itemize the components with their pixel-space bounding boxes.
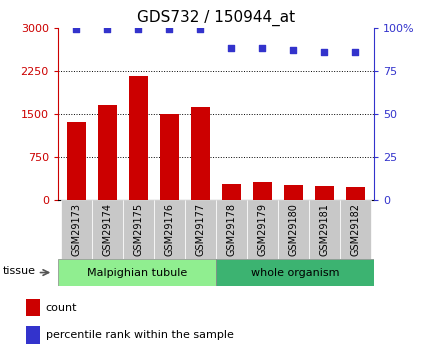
Bar [284, 185, 303, 200]
Text: GSM29180: GSM29180 [288, 203, 298, 256]
Point [197, 27, 204, 32]
Bar [26, 326, 40, 344]
Point [321, 49, 328, 55]
Text: count: count [46, 303, 77, 313]
Text: GSM29181: GSM29181 [319, 203, 329, 256]
Bar [160, 114, 178, 200]
Point [259, 46, 266, 51]
Bar [247, 200, 278, 259]
Point [73, 27, 80, 32]
Point [290, 47, 297, 53]
Bar [315, 186, 334, 200]
Bar [191, 107, 210, 200]
Text: GSM29175: GSM29175 [134, 203, 143, 256]
Bar [216, 200, 247, 259]
Bar [61, 200, 92, 259]
Text: Malpighian tubule: Malpighian tubule [87, 268, 187, 277]
Text: GSM29176: GSM29176 [164, 203, 174, 256]
Bar [26, 299, 40, 316]
Text: whole organism: whole organism [251, 268, 339, 277]
Text: GSM29177: GSM29177 [195, 203, 205, 256]
Bar [154, 200, 185, 259]
Text: GSM29174: GSM29174 [102, 203, 113, 256]
Bar [67, 122, 86, 200]
Bar [92, 200, 123, 259]
Bar [222, 184, 241, 200]
Point [166, 27, 173, 32]
Bar [346, 187, 364, 200]
Text: percentile rank within the sample: percentile rank within the sample [46, 330, 234, 340]
Bar [340, 200, 371, 259]
Title: GDS732 / 150944_at: GDS732 / 150944_at [137, 10, 295, 26]
Point [228, 46, 235, 51]
Bar [309, 200, 340, 259]
Text: GSM29173: GSM29173 [72, 203, 81, 256]
Bar [253, 182, 271, 200]
Text: GSM29178: GSM29178 [227, 203, 236, 256]
Point [352, 49, 359, 55]
Text: tissue: tissue [3, 266, 36, 276]
Bar [185, 200, 216, 259]
Bar [123, 200, 154, 259]
Bar [58, 259, 216, 286]
Point [104, 27, 111, 32]
Bar [98, 105, 117, 200]
Point [135, 27, 142, 32]
Bar [278, 200, 309, 259]
Bar [216, 259, 374, 286]
Text: GSM29179: GSM29179 [257, 203, 267, 256]
Bar [129, 77, 148, 200]
Text: GSM29182: GSM29182 [350, 203, 360, 256]
